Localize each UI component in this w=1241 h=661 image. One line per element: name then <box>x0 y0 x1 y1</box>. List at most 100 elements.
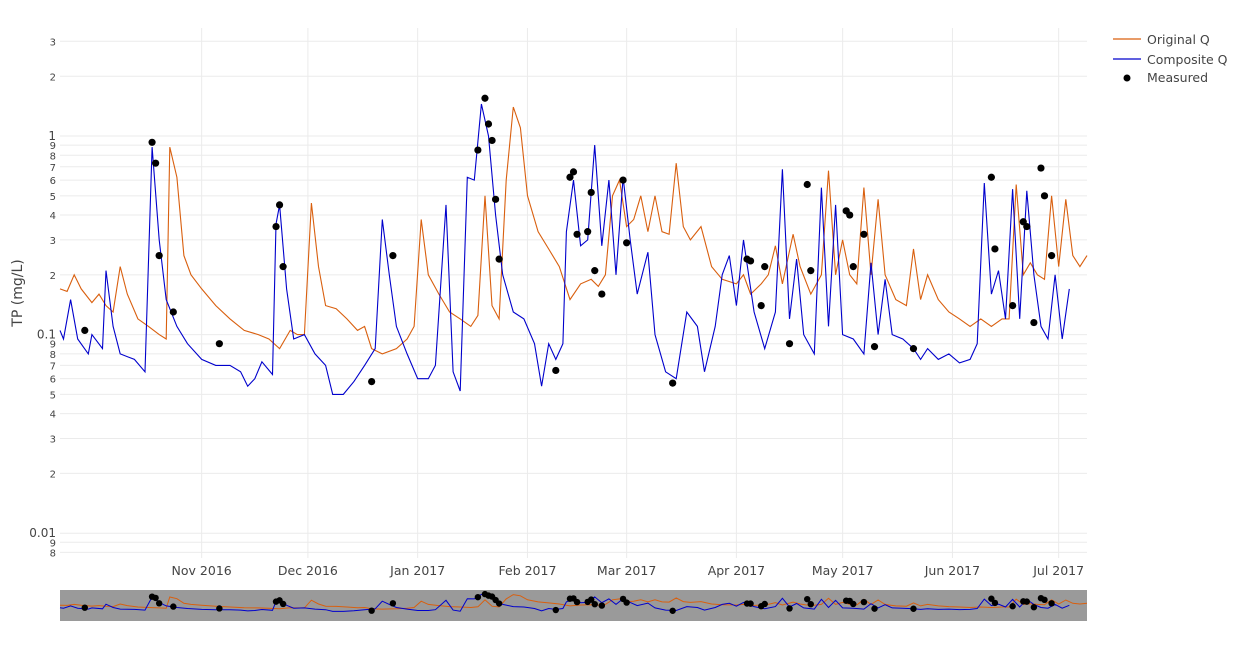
grid-lines <box>60 28 1087 558</box>
measured-point <box>584 228 592 236</box>
slider-point <box>368 607 375 614</box>
slider-point <box>588 596 595 603</box>
measured-point <box>1047 251 1056 260</box>
slider-point <box>669 607 676 614</box>
slider-point <box>786 605 793 612</box>
legend-label-original-q: Original Q <box>1147 32 1210 47</box>
y-tick-label: 4 <box>50 211 56 222</box>
measured-point <box>1023 222 1031 231</box>
y-tick-label: 7 <box>50 361 56 372</box>
measured-point <box>991 245 999 253</box>
measured-point <box>552 366 560 375</box>
y-tick-label: 8 <box>50 548 56 559</box>
y-tick-label: 5 <box>50 192 56 203</box>
y-tick-label: 7 <box>50 163 56 174</box>
measured-point <box>566 173 574 181</box>
measured-point <box>169 308 177 316</box>
y-tick-label: 0.01 <box>29 526 56 540</box>
measured-point <box>481 94 489 102</box>
slider-point <box>495 600 503 607</box>
measured-point <box>785 340 794 348</box>
legend-label-measured: Measured <box>1147 70 1208 85</box>
y-axis-label: TP (mg/L) <box>10 259 26 327</box>
y-tick-label: 2 <box>50 271 56 282</box>
y-tick-label: 2 <box>50 469 56 480</box>
x-tick-label: Feb 2017 <box>499 563 557 578</box>
slider-point <box>761 600 768 608</box>
x-tick-label: Jan 2017 <box>389 563 445 578</box>
y-tick-label: 3 <box>50 37 56 48</box>
series-line-original-q <box>59 106 1088 355</box>
x-tick-label: May 2017 <box>812 563 874 578</box>
slider-point <box>807 600 814 608</box>
measured-point <box>495 255 503 263</box>
legend-item-composite-q[interactable]: Composite Q <box>1113 52 1228 67</box>
slider-point <box>155 600 163 607</box>
measured-point <box>368 377 376 386</box>
measured-point <box>81 326 89 335</box>
measured-point <box>909 345 918 353</box>
measured-point <box>488 136 496 145</box>
plot-background <box>60 28 1087 558</box>
measured-point <box>807 267 815 275</box>
slider-point <box>910 605 917 612</box>
x-tick-label: Mar 2017 <box>597 563 656 578</box>
slider-point <box>216 605 223 612</box>
range-slider-preview <box>59 590 1088 614</box>
y-tick-label: 8 <box>50 350 56 361</box>
y-tick-label: 9 <box>50 538 56 549</box>
measured-point <box>569 168 578 176</box>
measured-point <box>623 239 631 247</box>
series-line-composite-q <box>59 103 1070 395</box>
slider-point <box>591 600 598 608</box>
slider-point <box>552 606 559 614</box>
y-tick-label: 3 <box>50 434 56 445</box>
measured-point <box>279 263 287 271</box>
x-tick-label: Nov 2016 <box>172 563 232 578</box>
measured-point <box>669 379 677 387</box>
slider-point <box>871 605 878 612</box>
range-slider[interactable] <box>59 590 1088 621</box>
measured-point <box>587 188 595 197</box>
x-tick-label: Apr 2017 <box>708 563 765 578</box>
measured-markers <box>81 94 1056 387</box>
slider-point <box>991 599 999 607</box>
slider-point <box>389 600 397 607</box>
y-tick-label: 8 <box>50 151 56 162</box>
slider-point <box>170 603 177 610</box>
legend-item-original-q[interactable]: Original Q <box>1113 32 1210 47</box>
measured-point <box>860 230 868 238</box>
measured-point <box>491 195 500 203</box>
slider-point <box>152 594 159 602</box>
measured-point <box>275 201 284 209</box>
y-tick-label: 9 <box>50 340 56 351</box>
measured-point <box>849 263 857 271</box>
y-tick-label: 0.1 <box>37 328 56 342</box>
measured-point <box>148 138 156 146</box>
legend[interactable]: Original Q Composite Q Measured <box>1113 32 1228 85</box>
slider-point <box>988 595 995 602</box>
y-tick-label: 2 <box>50 72 56 83</box>
y-tick-label: 3 <box>50 236 56 247</box>
measured-point <box>846 211 854 219</box>
measured-point <box>155 251 163 260</box>
legend-item-measured[interactable]: Measured <box>1123 70 1209 85</box>
slider-point <box>1048 600 1055 607</box>
slider-point <box>860 598 868 606</box>
legend-label-composite-q: Composite Q <box>1147 52 1228 67</box>
y-tick-label: 6 <box>50 375 56 386</box>
x-tick-labels: Nov 2016 Dec 2016 Jan 2017 Feb 2017 Mar 2017… <box>172 563 1085 578</box>
measured-point <box>474 146 482 154</box>
slider-point <box>1023 598 1030 605</box>
measured-point <box>1009 301 1017 310</box>
measured-point <box>761 263 769 271</box>
measured-point <box>987 173 995 181</box>
measured-point <box>803 180 811 189</box>
y-tick-label: 1 <box>48 129 56 143</box>
slider-point <box>573 598 581 606</box>
x-tick-label: Jul 2017 <box>1032 563 1084 578</box>
measured-point <box>1037 164 1045 172</box>
slider-point <box>1041 596 1048 604</box>
y-tick-label: 9 <box>50 141 56 152</box>
